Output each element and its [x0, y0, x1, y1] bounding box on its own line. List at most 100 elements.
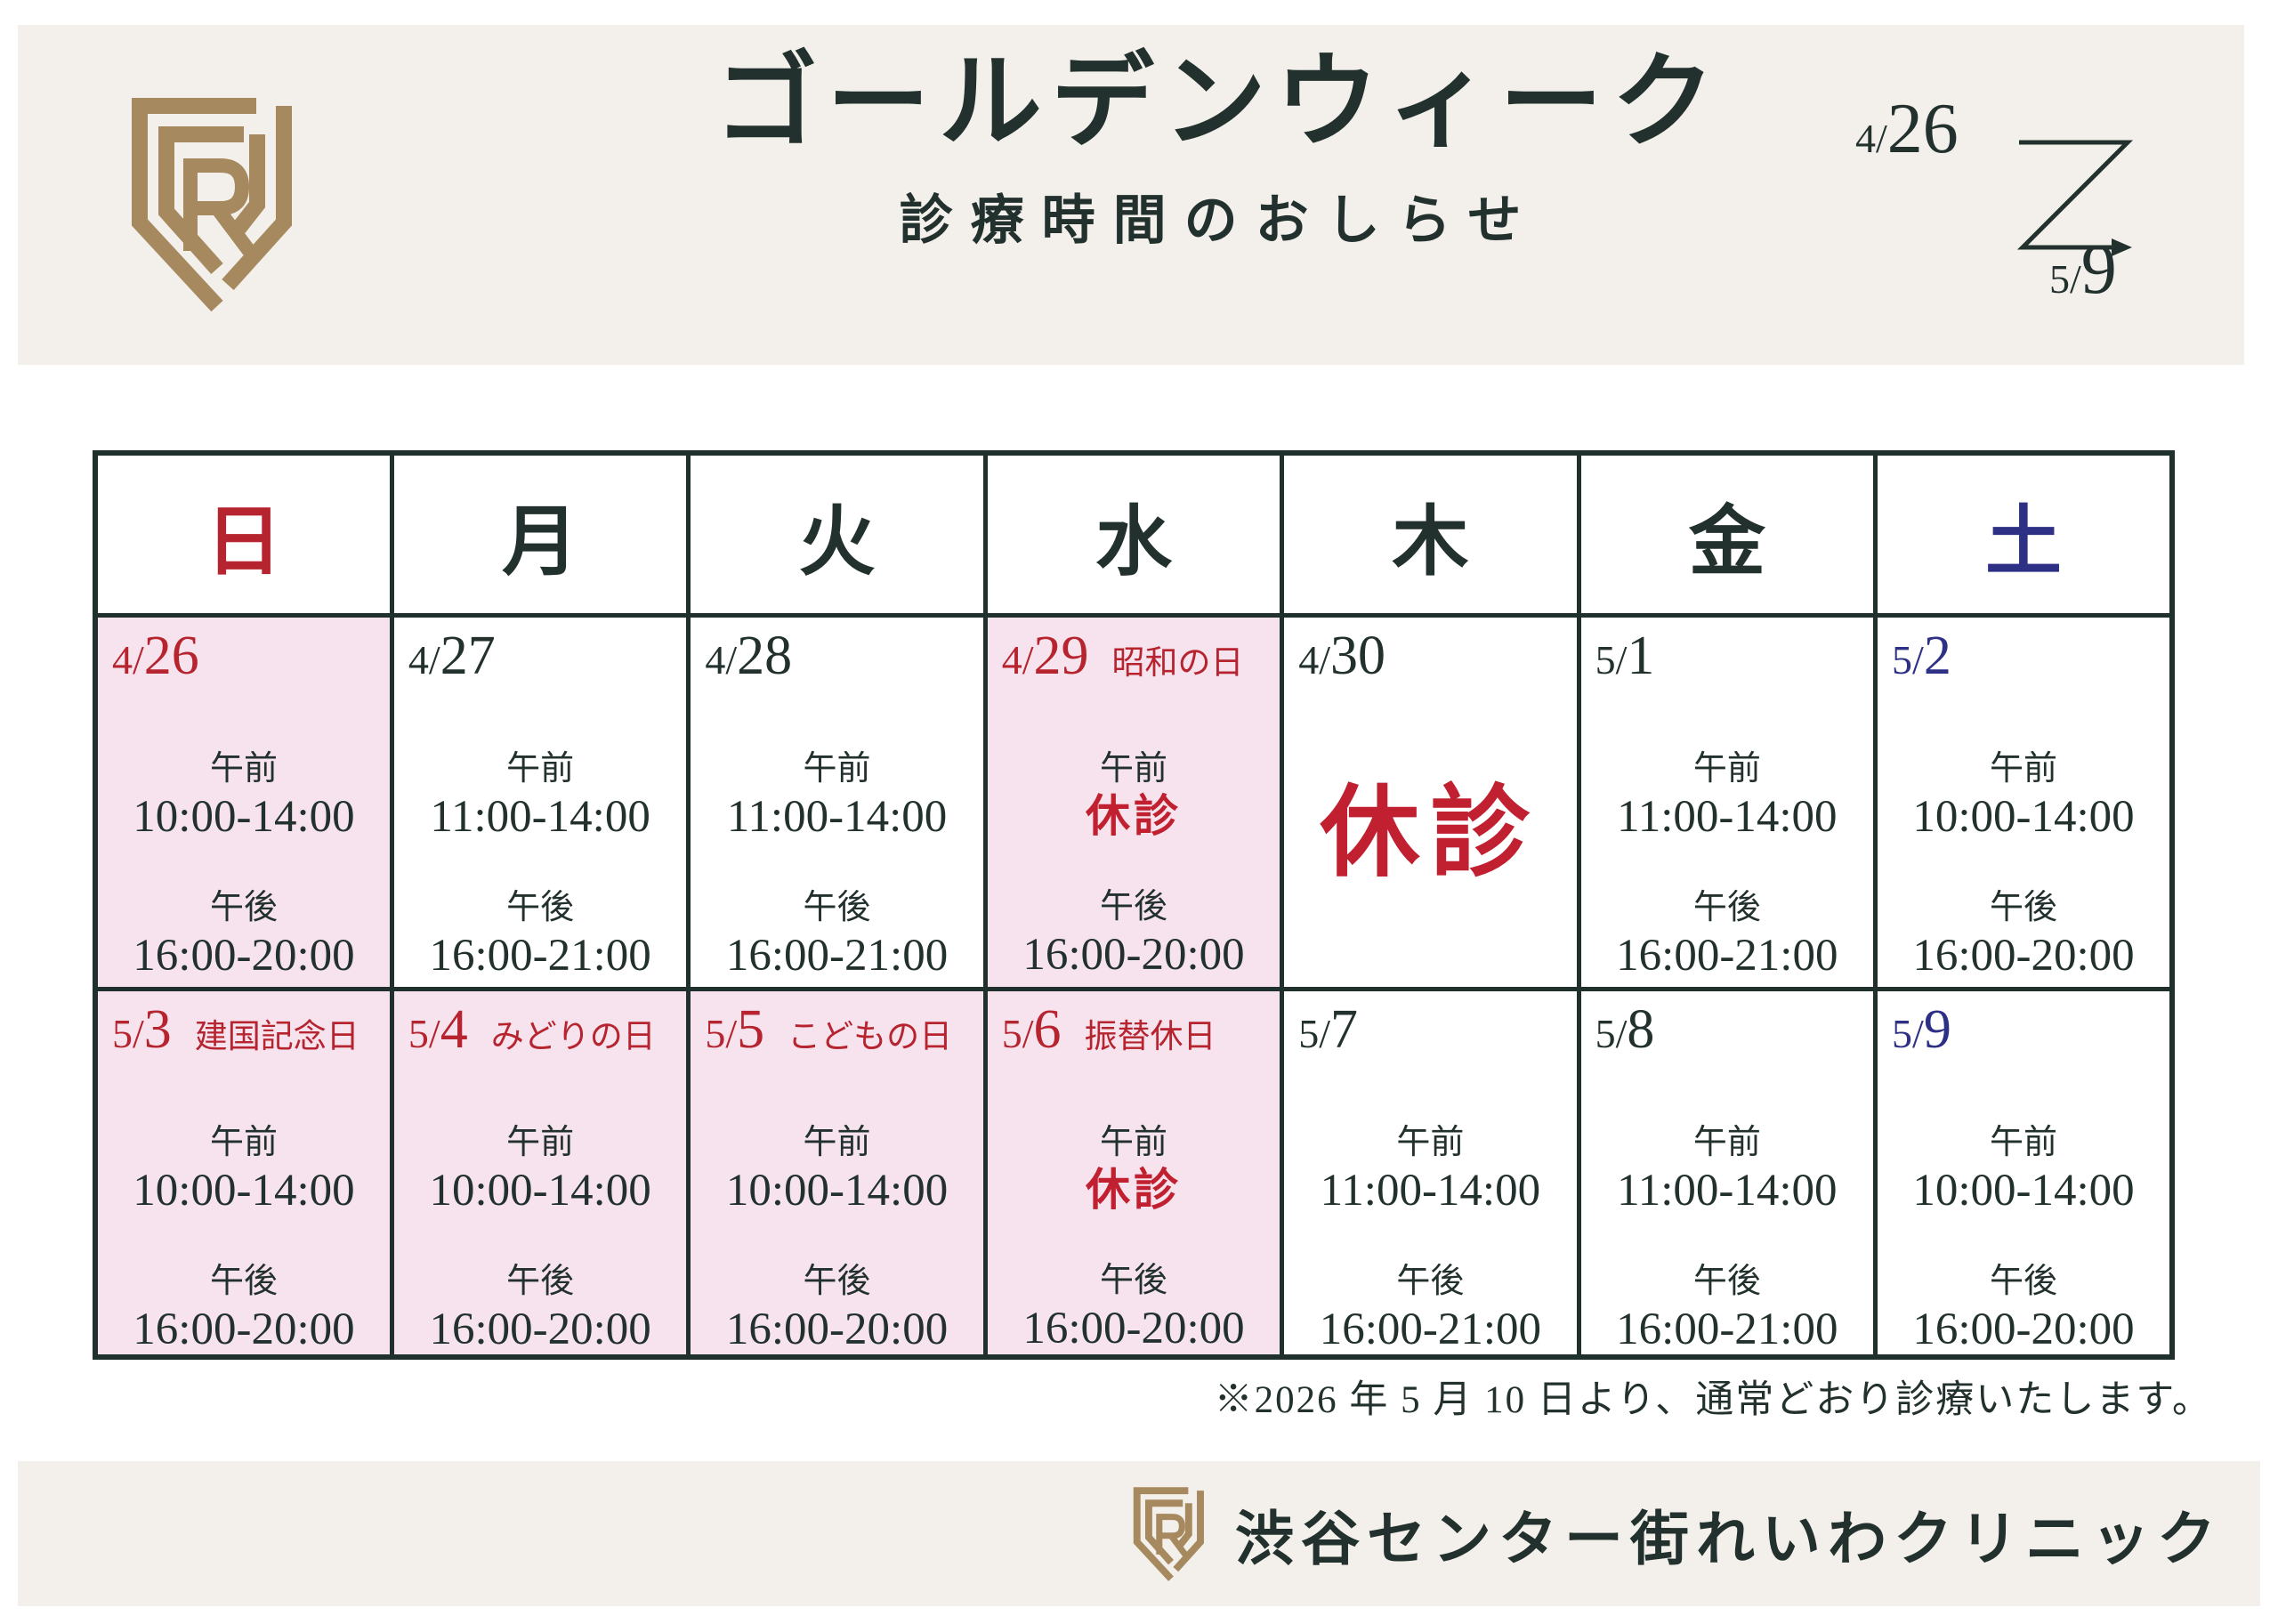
am-label: 午前 [1099, 1124, 1167, 1161]
am-session: 午前 休診 [988, 750, 1280, 841]
holiday-label: 建国記念日 [194, 1019, 359, 1055]
header-panel: ゴールデンウィーク 診療時間のおしらせ 4/26 5/9 [18, 25, 2244, 365]
clinic-logo-icon [132, 98, 292, 312]
pm-label: 午後 [506, 888, 575, 926]
am-time: 11:00-14:00 [1617, 791, 1838, 842]
pm-session: 午後 16:00-20:00 [988, 887, 1280, 980]
day-cell-5-5: 5/5 こどもの日 午前 10:00-14:00 午後 16:00-20:00 [686, 986, 988, 1360]
day-cell-4-27: 4/27 午前 11:00-14:00 午後 16:00-21:00 [389, 613, 691, 991]
pm-session: 午後 16:00-21:00 [1581, 889, 1873, 981]
range-start-date: 4/26 [1855, 90, 1959, 168]
am-time: 10:00-14:00 [429, 1165, 651, 1216]
day-cell-5-9: 5/9 午前 10:00-14:00 午後 16:00-20:00 [1873, 986, 2175, 1360]
am-label: 午前 [506, 750, 575, 788]
am-session: 午前 11:00-14:00 [1284, 1124, 1576, 1216]
date-range: 4/26 5/9 [1855, 89, 2229, 320]
am-label: 午前 [1692, 750, 1761, 788]
pm-label: 午後 [1396, 1262, 1465, 1300]
pm-session: 午後 16:00-21:00 [1581, 1262, 1873, 1354]
am-label: 午前 [1692, 1124, 1761, 1161]
weekday-wed: 水 [982, 450, 1285, 618]
date-label: 4/27 [408, 626, 496, 686]
date-label: 4/26 [112, 626, 199, 686]
day-cell-5-6: 5/6 振替休日 午前 休診 午後 16:00-20:00 [982, 986, 1285, 1360]
day-cell-5-3: 5/3 建国記念日 午前 10:00-14:00 午後 16:00-20:00 [93, 986, 394, 1360]
am-label: 午前 [506, 1124, 575, 1161]
date-label: 4/28 [705, 626, 793, 686]
pm-label: 午後 [803, 1262, 871, 1300]
day-cell-5-4: 5/4 みどりの日 午前 10:00-14:00 午後 16:00-20:00 [389, 986, 691, 1360]
pm-label: 午後 [209, 1262, 278, 1300]
pm-label: 午後 [1099, 887, 1167, 925]
am-label: 午前 [1990, 750, 2058, 788]
pm-label: 午後 [209, 888, 278, 926]
pm-time: 16:00-21:00 [1616, 1304, 1838, 1354]
day-cell-5-7: 5/7 午前 11:00-14:00 午後 16:00-21:00 [1280, 986, 1581, 1360]
day-cell-4-28: 4/28 午前 11:00-14:00 午後 16:00-21:00 [686, 613, 988, 991]
date-label: 5/7 [1298, 999, 1358, 1060]
holiday-label: みどりの日 [490, 1019, 656, 1055]
schedule-note: ※2026 年 5 月 10 日より、通常どおり診療いたします。 [1214, 1379, 2212, 1421]
date-label: 5/1 [1595, 626, 1655, 686]
pm-session: 午後 16:00-20:00 [1878, 889, 2169, 981]
clinic-name: 渋谷センター街れいわクリニック [1235, 1507, 2223, 1572]
date-label: 4/30 [1298, 626, 1385, 686]
weekday-mon: 月 [389, 450, 691, 618]
am-time: 11:00-14:00 [1320, 1165, 1541, 1216]
clinic-logo-icon [1133, 1486, 1204, 1581]
pm-label: 午後 [1990, 1262, 2058, 1300]
am-time: 休診 [1085, 790, 1182, 841]
weekday-sat: 土 [1873, 450, 2175, 618]
pm-label: 午後 [506, 1262, 575, 1300]
date-label: 5/8 [1595, 999, 1655, 1060]
pm-time: 16:00-21:00 [725, 930, 949, 981]
closed-all-day-label: 休診 [1320, 778, 1541, 889]
range-end-date: 5/9 [2049, 230, 2117, 309]
am-time: 10:00-14:00 [133, 1165, 355, 1216]
weekday-fri: 金 [1576, 450, 1878, 618]
pm-time: 16:00-21:00 [429, 930, 651, 981]
am-session: 午前 11:00-14:00 [1581, 750, 1873, 842]
day-cell-4-26: 4/26 午前 10:00-14:00 午後 16:00-20:00 [93, 613, 394, 991]
am-session: 午前 10:00-14:00 [98, 750, 390, 842]
pm-session: 午後 16:00-21:00 [1284, 1262, 1576, 1354]
weekday-header-row: 日 月 火 水 木 金 土 [93, 450, 2175, 618]
am-time: 休診 [1085, 1164, 1182, 1215]
date-label: 5/4 [408, 999, 468, 1060]
pm-label: 午後 [1692, 1262, 1761, 1300]
date-label: 5/9 [1892, 999, 1951, 1060]
title-block: ゴールデンウィーク 診療時間のおしらせ [605, 44, 1833, 255]
am-session: 午前 11:00-14:00 [691, 750, 982, 842]
pm-session: 午後 16:00-20:00 [1878, 1262, 2169, 1354]
weekday-thu: 木 [1280, 450, 1581, 618]
pm-session: 午後 16:00-20:00 [394, 1262, 686, 1354]
am-time: 11:00-14:00 [430, 791, 650, 842]
day-cell-5-8: 5/8 午前 11:00-14:00 午後 16:00-21:00 [1576, 986, 1878, 1360]
pm-session: 午後 16:00-20:00 [98, 1262, 390, 1354]
pm-time: 16:00-21:00 [1319, 1304, 1542, 1354]
date-label: 5/6 [1001, 999, 1062, 1060]
pm-time: 16:00-20:00 [725, 1304, 949, 1354]
am-label: 午前 [1396, 1124, 1465, 1161]
am-time: 11:00-14:00 [726, 791, 948, 842]
am-label: 午前 [1099, 750, 1167, 788]
holiday-label: こどもの日 [788, 1019, 953, 1055]
day-cell-5-1: 5/1 午前 11:00-14:00 午後 16:00-21:00 [1576, 613, 1878, 991]
day-cell-4-30: 4/30 休診 [1280, 613, 1581, 991]
am-session: 午前 10:00-14:00 [98, 1124, 390, 1216]
date-label: 5/5 [705, 999, 765, 1060]
pm-session: 午後 16:00-20:00 [691, 1262, 982, 1354]
week-row-1: 4/26 午前 10:00-14:00 午後 16:00-20:00 4/27 午前… [93, 613, 2175, 991]
pm-time: 16:00-20:00 [1912, 930, 2135, 981]
pm-session: 午後 16:00-20:00 [988, 1261, 1280, 1353]
page-title: ゴールデンウィーク [715, 46, 1724, 160]
am-session: 午前 10:00-14:00 [691, 1124, 982, 1216]
pm-time: 16:00-20:00 [1022, 1303, 1245, 1353]
pm-session: 午後 16:00-20:00 [98, 888, 390, 981]
pm-label: 午後 [1099, 1261, 1167, 1299]
pm-session: 午後 16:00-21:00 [394, 888, 686, 981]
week-row-2: 5/3 建国記念日 午前 10:00-14:00 午後 16:00-20:00 5/… [93, 986, 2175, 1360]
am-time: 11:00-14:00 [1617, 1165, 1838, 1216]
weekday-tue: 火 [686, 450, 988, 618]
pm-time: 16:00-20:00 [133, 1304, 355, 1354]
